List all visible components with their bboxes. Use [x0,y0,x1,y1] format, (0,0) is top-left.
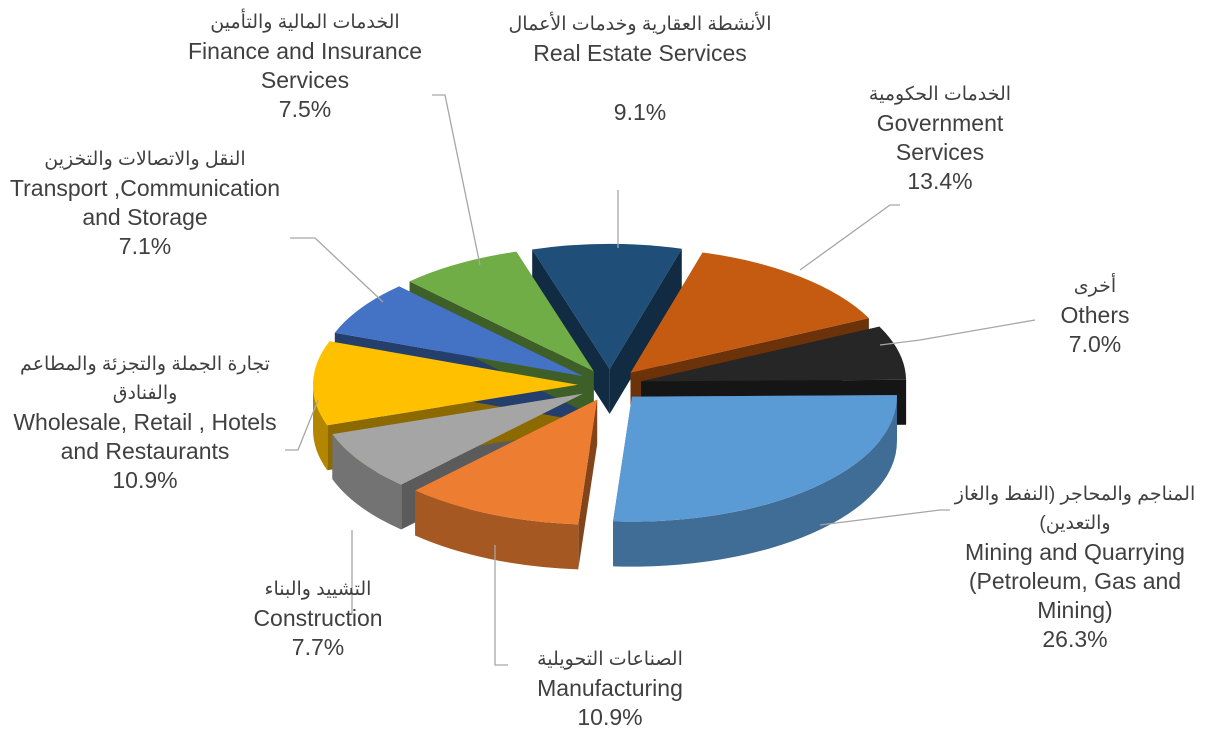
data-label: أخرى Others 7.0% [1035,272,1155,359]
data-label: الأنشطة العقارية وخدمات الأعمال Real Esta… [490,10,790,127]
category-label-ar: الصناعات التحويلية [537,649,683,670]
slice [641,326,907,382]
leader-line [290,237,384,303]
slice [313,341,579,426]
leader-line [819,509,950,526]
value-label: 10.9% [577,704,643,730]
category-label: Wholesale, Retail , Hotels and Restauran… [13,409,277,464]
slice [332,393,584,485]
category-label-ar: تجارة الجملة والتجزئة والمطاعم والفنادق [20,354,270,404]
data-label: تجارة الجملة والتجزئة والمطاعم والفنادق W… [10,350,280,495]
value-label: 7.0% [1068,331,1122,357]
category-label-ar: الخدمات المالية والتأمين [210,12,400,33]
slice-wall [415,490,579,570]
slice [409,251,594,372]
slice [613,395,897,522]
slice [415,399,598,525]
data-label: النقل والاتصالات والتخزين Transport ,Comm… [0,145,290,261]
category-label: Finance and Insurance Services [188,38,422,93]
category-label-ar: الخدمات الحكومية [868,84,1012,105]
slice-wall [332,434,402,530]
category-label: Mining and Quarrying (Petroleum, Gas and… [965,539,1185,623]
leader-line [285,399,319,451]
value-label: 7.5% [278,96,332,122]
leader-line [879,319,1036,346]
data-label: الصناعات التحويلية Manufacturing 10.9% [490,645,730,732]
data-label: التشييد والبناء Construction 7.7% [218,575,418,662]
category-label: Government Services [876,110,1004,165]
category-label-ar: النقل والاتصالات والتخزين [44,149,246,170]
value-label: 26.3% [1042,626,1108,652]
leader-line [432,94,481,266]
leader-line [799,204,900,271]
slice [630,252,869,373]
value-label: 7.1% [118,233,172,259]
slice-side [609,248,682,415]
value-label: 10.9% [112,467,178,493]
category-label: Manufacturing [537,675,683,701]
leader-line [494,545,508,666]
data-label: المناجم والمحاجر (النفط والغاز والتعدين)… [940,480,1208,654]
category-label-ar: أخرى [1073,276,1117,297]
slice [532,244,682,370]
data-label: الخدمات المالية والتأمين Finance and Insu… [175,8,435,124]
category-label: Transport ,Communication and Storage [9,175,281,230]
category-label: Real Estate Services [533,40,747,66]
slice-wall [313,384,328,471]
slice [334,286,584,377]
value-label: 9.1% [613,99,667,125]
value-label: 13.4% [907,168,973,194]
category-label: Construction [253,605,383,631]
value-label: 7.7% [291,634,345,660]
category-label-ar: المناجم والمحاجر (النفط والغاز والتعدين) [954,484,1196,534]
category-label: Others [1060,302,1130,328]
category-label-ar: الأنشطة العقارية وخدمات الأعمال [508,14,772,35]
category-label-ar: التشييد والبناء [264,579,372,600]
data-label: الخدمات الحكومية Government Services 13.4% [850,80,1030,196]
